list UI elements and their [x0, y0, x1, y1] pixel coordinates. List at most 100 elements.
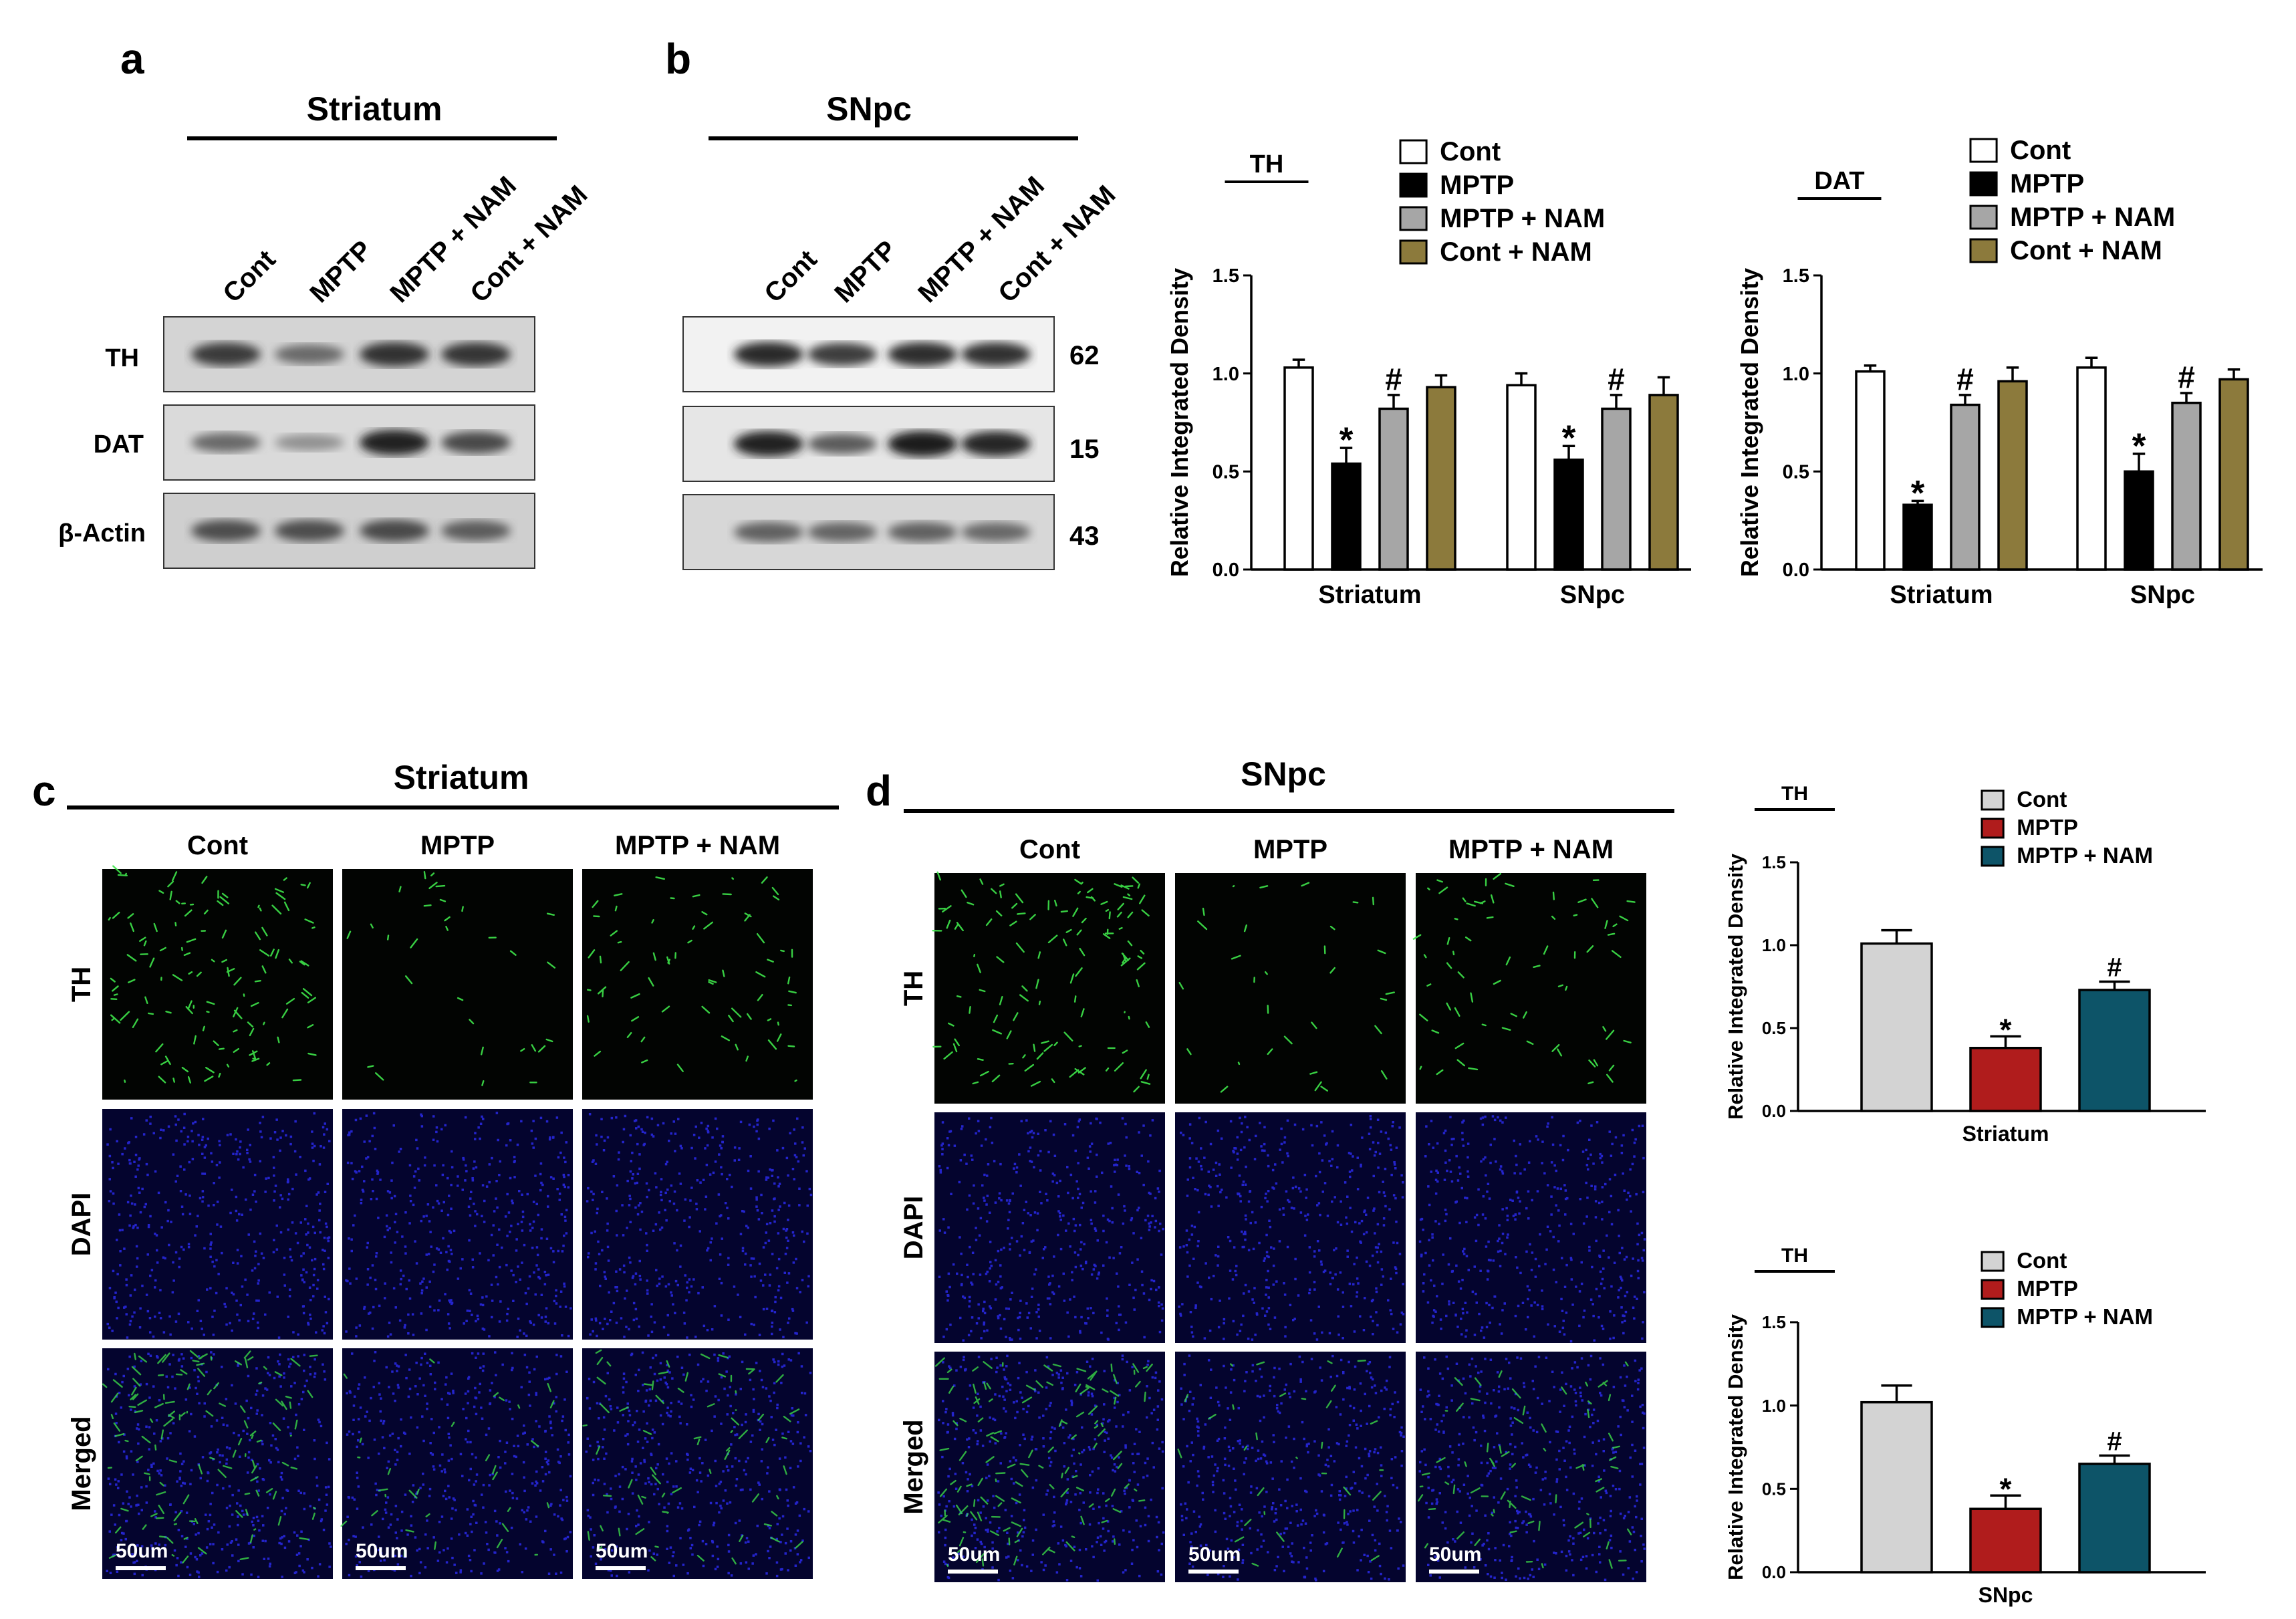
panel-letter-d: d — [866, 767, 892, 815]
blot-band — [888, 521, 957, 543]
y-axis-label: Relative Integrated Density — [1724, 1314, 1747, 1580]
significance-hash: # — [1956, 362, 1974, 396]
legend-swatch — [1969, 205, 1998, 230]
bar — [1969, 1507, 2042, 1574]
legend-label: Cont + NAM — [1440, 237, 1592, 267]
blot-band — [734, 342, 803, 367]
panel-a-lane-labels: Cont MPTP MPTP + NAM Cont + NAM — [217, 171, 593, 309]
bar — [2124, 470, 2154, 571]
bar — [1553, 458, 1584, 571]
panel-a: a Striatum Cont MPTP MPTP + NAM Cont + N… — [58, 35, 593, 569]
legend-swatch — [1399, 206, 1428, 231]
micrograph-merged-2: 50um — [1416, 1352, 1646, 1582]
bar — [1950, 403, 1981, 571]
lane-label-cont: Cont — [759, 245, 823, 309]
blot-band — [275, 519, 344, 542]
y-tick-label: 1.0 — [1762, 935, 1786, 955]
blot-band — [360, 342, 429, 367]
scale-bar-label: 50um — [1188, 1543, 1241, 1566]
micrograph-background — [582, 1348, 813, 1579]
lane-label-cont: Cont — [217, 245, 281, 309]
column-label: Cont — [187, 831, 248, 860]
legend-swatch — [1981, 846, 2005, 867]
column-label: MPTP + NAM — [1448, 835, 1614, 864]
th-fibers — [934, 1357, 1153, 1568]
panel-letter-b: b — [665, 35, 691, 83]
micrograph-background — [1175, 1352, 1406, 1582]
row-label: DAPI — [67, 1193, 96, 1257]
micrograph-background — [342, 869, 573, 1100]
blot-band — [888, 430, 957, 457]
blot-row-label-th: TH — [105, 344, 139, 372]
x-category-label: SNpc — [1979, 1583, 2033, 1607]
chart-th-immunofluorescence-striatum: TH Relative Integrated Density 0.0 0.5 1.0 1.… — [1724, 783, 2206, 1146]
blot-band — [191, 432, 261, 453]
micrograph-background — [1175, 873, 1406, 1104]
blot-band — [961, 522, 1031, 542]
bar — [1855, 370, 1886, 571]
dapi-nuclei — [585, 1351, 812, 1578]
panel-d-region-title: SNpc — [1241, 755, 1326, 793]
micrograph-background — [1416, 1112, 1646, 1343]
row-label: Merged — [899, 1419, 928, 1514]
mw-label-dat: 15 — [1069, 434, 1100, 464]
micrograph-th-0 — [102, 865, 333, 1100]
panel-letter-a: a — [120, 35, 144, 83]
th-fibers — [582, 1349, 803, 1565]
micrograph-background — [102, 869, 333, 1100]
y-tick-label: 1.0 — [1213, 364, 1239, 385]
scale-bar-label: 50um — [356, 1540, 408, 1562]
y-tick-label: 0.0 — [1762, 1562, 1786, 1582]
legend-label: Cont — [2010, 136, 2071, 165]
mw-label-th: 62 — [1069, 341, 1100, 370]
legend-swatch — [1981, 1251, 2005, 1272]
micrograph-background — [934, 1112, 1165, 1343]
chart-dat-western-blot: DAT Relative Integrated Density 0.0 0.5 1.0 1… — [1736, 136, 2263, 609]
bar — [2078, 1463, 2151, 1574]
micrograph-background — [1175, 1112, 1406, 1343]
blot-band — [734, 521, 803, 543]
micrograph-background — [342, 1109, 573, 1340]
bar — [1283, 366, 1314, 571]
micrograph-th-0 — [932, 871, 1165, 1104]
significance-star: * — [1340, 420, 1354, 460]
significance-hash: # — [2107, 1426, 2122, 1456]
th-fibers — [1177, 1360, 1384, 1567]
significance-star: * — [2000, 1012, 2012, 1047]
micrograph-merged-1: 50um — [340, 1348, 573, 1579]
blot-band — [441, 342, 511, 366]
legend-label: MPTP + NAM — [2017, 843, 2153, 868]
blot-band — [275, 434, 344, 451]
y-axis-label: Relative Integrated Density — [1166, 268, 1193, 577]
micrograph-background — [934, 873, 1165, 1104]
y-tick-label: 1.0 — [1783, 364, 1809, 385]
blot-band — [441, 520, 511, 541]
significance-hash: # — [2178, 360, 2195, 394]
bar — [1860, 942, 1933, 1112]
micrograph-dapi-0 — [102, 1109, 333, 1340]
column-label: MPTP — [420, 831, 495, 860]
micrograph-dapi-2 — [1416, 1112, 1646, 1343]
th-fibers — [932, 871, 1151, 1093]
bar — [1648, 394, 1679, 571]
y-tick-label: 1.5 — [1213, 265, 1239, 287]
bar — [2076, 366, 2107, 571]
y-tick-label: 1.5 — [1762, 1312, 1786, 1332]
legend-label: MPTP — [2010, 169, 2084, 199]
th-fibers — [108, 865, 317, 1084]
y-tick-label: 1.5 — [1783, 265, 1809, 287]
row-label: Merged — [67, 1416, 96, 1511]
panel-c-region-title: Striatum — [394, 759, 529, 796]
legend-swatch — [1399, 172, 1428, 198]
y-axis-label: Relative Integrated Density — [1724, 853, 1747, 1120]
micrograph-th-1 — [342, 869, 573, 1100]
y-tick-label: 1.5 — [1762, 852, 1786, 872]
x-category-label: Striatum — [1318, 581, 1421, 609]
bar — [1331, 462, 1362, 571]
blot-row-label-dat: DAT — [94, 430, 144, 459]
y-tick-label: 0.5 — [1783, 461, 1809, 483]
micrograph-merged-0: 50um — [102, 1348, 333, 1579]
micrograph-dapi-0 — [934, 1112, 1165, 1343]
blot-band — [961, 431, 1031, 457]
th-fibers — [346, 871, 556, 1086]
